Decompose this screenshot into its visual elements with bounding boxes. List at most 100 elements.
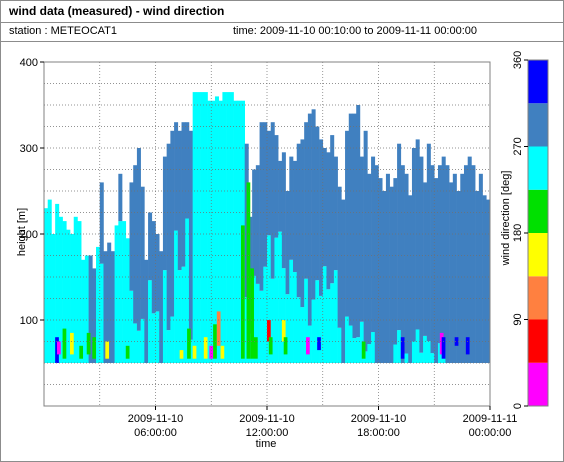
heatmap-cell [348, 113, 353, 326]
heatmap-cell [211, 100, 216, 363]
heatmap-cell [445, 165, 450, 363]
heatmap-cell [159, 251, 164, 363]
heatmap-cell [47, 199, 52, 363]
colorbar-segment [528, 362, 548, 406]
heatmap-cell [267, 130, 272, 236]
y-tick-label: 200 [20, 229, 38, 241]
heatmap-cell [270, 122, 275, 279]
heatmap-cell [278, 160, 283, 232]
heatmap-cell [345, 316, 350, 363]
heatmap-cell [88, 255, 93, 363]
heatmap-cell [125, 238, 130, 363]
heatmap-cell [110, 251, 115, 363]
grid-lines [44, 62, 490, 406]
heatmap-cell [430, 165, 435, 354]
heatmap-cell [96, 246, 101, 363]
heatmap-cell [426, 341, 431, 363]
heatmap-cell [326, 152, 331, 290]
heatmap-cell [70, 234, 75, 363]
heatmap-patch [192, 345, 197, 359]
heatmap-cell [382, 191, 387, 363]
heatmap-patch [253, 337, 258, 359]
colorbar-segment [528, 233, 548, 277]
colorbar-segment [528, 146, 548, 190]
heatmap-cell [363, 130, 368, 352]
heatmap-cell [255, 165, 260, 284]
heatmap-patch [465, 337, 470, 355]
heatmap-cell [289, 156, 294, 260]
heatmap-cell [73, 216, 78, 363]
heatmap-cell [311, 109, 316, 300]
heatmap-cell [155, 311, 160, 363]
heatmap-cell [296, 297, 301, 363]
heatmap-cell [129, 182, 134, 291]
heatmap-cell [333, 156, 338, 271]
colorbar-segment [528, 60, 548, 104]
heatmap-cell [177, 130, 182, 271]
heatmap-cell [274, 135, 279, 238]
colorbar-segment [528, 276, 548, 320]
heatmap-cell [263, 266, 268, 363]
heatmap-cell [389, 186, 394, 363]
heatmap-cell [133, 165, 138, 324]
heatmap-cell [330, 283, 335, 363]
heatmap-cell [337, 186, 342, 328]
x-tick-label: 06:00:00 [134, 427, 177, 439]
heatmap-cell [371, 332, 376, 363]
heatmap-cell [404, 353, 409, 363]
colorbar-segment [528, 103, 548, 147]
heatmap-cell [200, 92, 205, 363]
heatmap-patch [216, 311, 221, 346]
heatmap-cell [467, 156, 472, 363]
heatmap-cell [166, 330, 171, 363]
heatmap-cell [252, 275, 257, 363]
heatmap-patch [267, 320, 271, 342]
heatmap-cell [140, 318, 145, 363]
title-bar: wind data (measured) - wind direction [1, 1, 563, 23]
colorbar-label: wind direction [deg] [500, 171, 512, 267]
x-tick-label: 2009-11-10 [351, 413, 406, 425]
heatmap-cell [452, 173, 457, 363]
heatmap-cell [352, 338, 357, 363]
heatmap-cell [140, 186, 145, 319]
timespan-label: time: 2009-11-10 00:10:00 to 2009-11-11 … [233, 25, 478, 37]
heatmap-cell [196, 92, 201, 363]
heatmap-cell [423, 182, 428, 336]
heatmap-cell [333, 270, 338, 363]
colorbar-tick-label: 360 [512, 51, 524, 69]
colorbar-segment [528, 319, 548, 363]
heatmap-cell [363, 351, 368, 363]
heatmap-cell [482, 195, 487, 363]
heatmap-cell [151, 313, 156, 363]
heatmap-cell [348, 325, 353, 363]
heatmap-cell [259, 122, 264, 291]
heatmap-cell [77, 221, 82, 363]
y-tick-label: 100 [20, 315, 38, 327]
heatmap-cell [367, 173, 372, 345]
heatmap-patch [220, 345, 225, 359]
heatmap-cell [44, 208, 49, 363]
heatmap-patch [79, 345, 84, 359]
heatmap-patch [125, 345, 130, 359]
x-tick-label: 12:00:00 [246, 427, 289, 439]
heatmap-cell [270, 278, 275, 363]
heatmap-cell [103, 251, 108, 363]
heatmap-cell [81, 259, 86, 363]
heatmap-cell [319, 295, 324, 363]
heatmap-cell [411, 148, 416, 342]
heatmap-cell [359, 156, 364, 322]
heatmap-cell [393, 178, 398, 345]
heatmap-cell [330, 135, 335, 284]
heatmap-patch [209, 345, 214, 359]
heatmap-cell [207, 100, 212, 363]
heatmap-cell [426, 143, 431, 342]
heatmap-cell [304, 122, 309, 279]
heatmap-cell [55, 203, 60, 363]
y-axis-label: height [m] [16, 208, 28, 256]
heatmap-cell [155, 234, 160, 312]
heatmap-patch [187, 328, 191, 359]
heatmap-cell [345, 130, 350, 317]
heatmap-cell [118, 221, 123, 363]
heatmap-cell [218, 100, 223, 363]
heatmap-cell [259, 290, 264, 363]
